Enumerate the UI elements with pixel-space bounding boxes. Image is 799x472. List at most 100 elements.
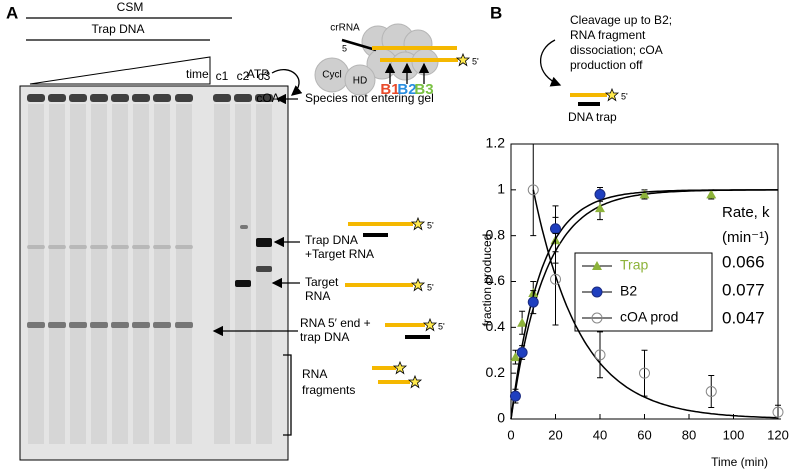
gel-band <box>69 245 87 249</box>
data-point <box>550 223 561 235</box>
legend-marker <box>592 261 602 270</box>
gel-band <box>240 225 248 229</box>
data-point <box>639 367 650 379</box>
gel-band <box>27 322 45 328</box>
gel-annotation: Species not entering gel <box>305 91 434 105</box>
label-star <box>411 217 425 230</box>
data-point <box>516 347 528 359</box>
label-star <box>423 318 437 331</box>
data-point <box>594 188 606 200</box>
gel-band <box>90 245 108 249</box>
gel-band <box>27 245 45 249</box>
gel-smear <box>256 104 272 444</box>
data-point <box>527 184 539 196</box>
rate-value: 0.047 <box>722 308 765 327</box>
legend-label: B2 <box>620 283 637 299</box>
data-point <box>595 203 605 213</box>
y-axis-label: fraction produced <box>480 234 494 327</box>
error-bar <box>530 143 537 237</box>
gel <box>19 85 289 461</box>
prime: 5' <box>427 220 434 230</box>
label-star <box>411 278 425 291</box>
domain-label: Cycl <box>322 70 341 81</box>
fit-curve <box>532 189 779 419</box>
gel-band <box>48 245 66 249</box>
x-axis-label: Time (min) <box>711 455 768 469</box>
gel-band <box>132 322 150 328</box>
note: production off <box>570 58 643 72</box>
control-label: c1 <box>216 69 229 83</box>
arrow <box>539 39 562 87</box>
time-label: time <box>186 67 209 81</box>
gel-band <box>175 245 193 249</box>
y-tick-label: 1 <box>497 181 505 197</box>
gel-band <box>27 94 45 102</box>
gel-annotation: +Target RNA <box>305 247 374 261</box>
csm-label: CSM <box>117 0 144 14</box>
data-point <box>527 296 539 308</box>
label-star <box>393 361 407 374</box>
gel-smear <box>214 104 230 444</box>
legend-label: Trap <box>620 257 648 273</box>
data-point <box>510 352 521 362</box>
gel-band <box>132 245 150 249</box>
control-label: c2 <box>237 69 250 83</box>
site-label: B1 <box>380 81 399 98</box>
x-tick-label: 0 <box>507 427 514 442</box>
gel-band <box>90 94 108 102</box>
y-tick-label: 0.4 <box>486 318 506 334</box>
x-tick-label: 40 <box>593 427 607 442</box>
atp-label: ATP <box>247 67 269 81</box>
error-bar <box>708 374 715 409</box>
gel-band <box>132 94 150 102</box>
gel-band <box>256 266 272 272</box>
gel-band <box>213 94 231 102</box>
gel-smear <box>235 104 251 444</box>
data-point <box>772 406 784 418</box>
gel-smear <box>49 104 65 444</box>
gel-band <box>256 238 272 247</box>
gel-annotation: trap DNA <box>300 330 349 344</box>
crrna-label: crRNA <box>330 23 360 34</box>
error-bar <box>552 232 559 326</box>
y-tick-label: 0.2 <box>486 364 506 380</box>
trap-label: Trap DNA <box>92 22 145 36</box>
y-tick-label: 0.8 <box>486 226 506 242</box>
domain-label: HD <box>353 76 367 87</box>
x-tick-label: 20 <box>548 427 562 442</box>
crrna <box>341 38 377 52</box>
label-star <box>408 375 422 388</box>
rate-value: 0.066 <box>722 252 765 271</box>
gel-band <box>175 94 193 102</box>
prime: 5' <box>472 56 479 66</box>
rate-value: 0.077 <box>722 280 765 299</box>
gel-band <box>90 322 108 328</box>
note: Cleavage up to B2; <box>570 13 672 27</box>
plot: fraction produced Time (min) Rate, k (mi… <box>480 135 789 469</box>
gel-smear <box>133 104 149 444</box>
legend-label: cOA prod <box>620 309 678 325</box>
error-bar <box>597 331 603 379</box>
data-point <box>550 273 561 285</box>
gel-band <box>234 94 252 102</box>
y-tick-label: 0.6 <box>486 272 506 288</box>
gel-smear <box>28 104 44 444</box>
gel-band <box>153 322 171 328</box>
y-tick-label: 1.2 <box>486 135 506 151</box>
data-point <box>517 317 528 327</box>
legend-marker <box>591 286 603 298</box>
gel-band <box>48 94 66 102</box>
prime: 5' <box>427 282 434 292</box>
gel-smear <box>91 104 107 444</box>
gel-smear <box>176 104 192 444</box>
error-bar <box>641 349 648 397</box>
data-point <box>509 390 521 402</box>
gel-band <box>111 322 129 328</box>
legend-marker <box>591 312 603 324</box>
label-star <box>605 88 619 101</box>
data-point <box>705 386 717 397</box>
x-tick-label: 80 <box>682 427 696 442</box>
bracket <box>283 354 292 436</box>
prime: 5' <box>621 91 628 101</box>
